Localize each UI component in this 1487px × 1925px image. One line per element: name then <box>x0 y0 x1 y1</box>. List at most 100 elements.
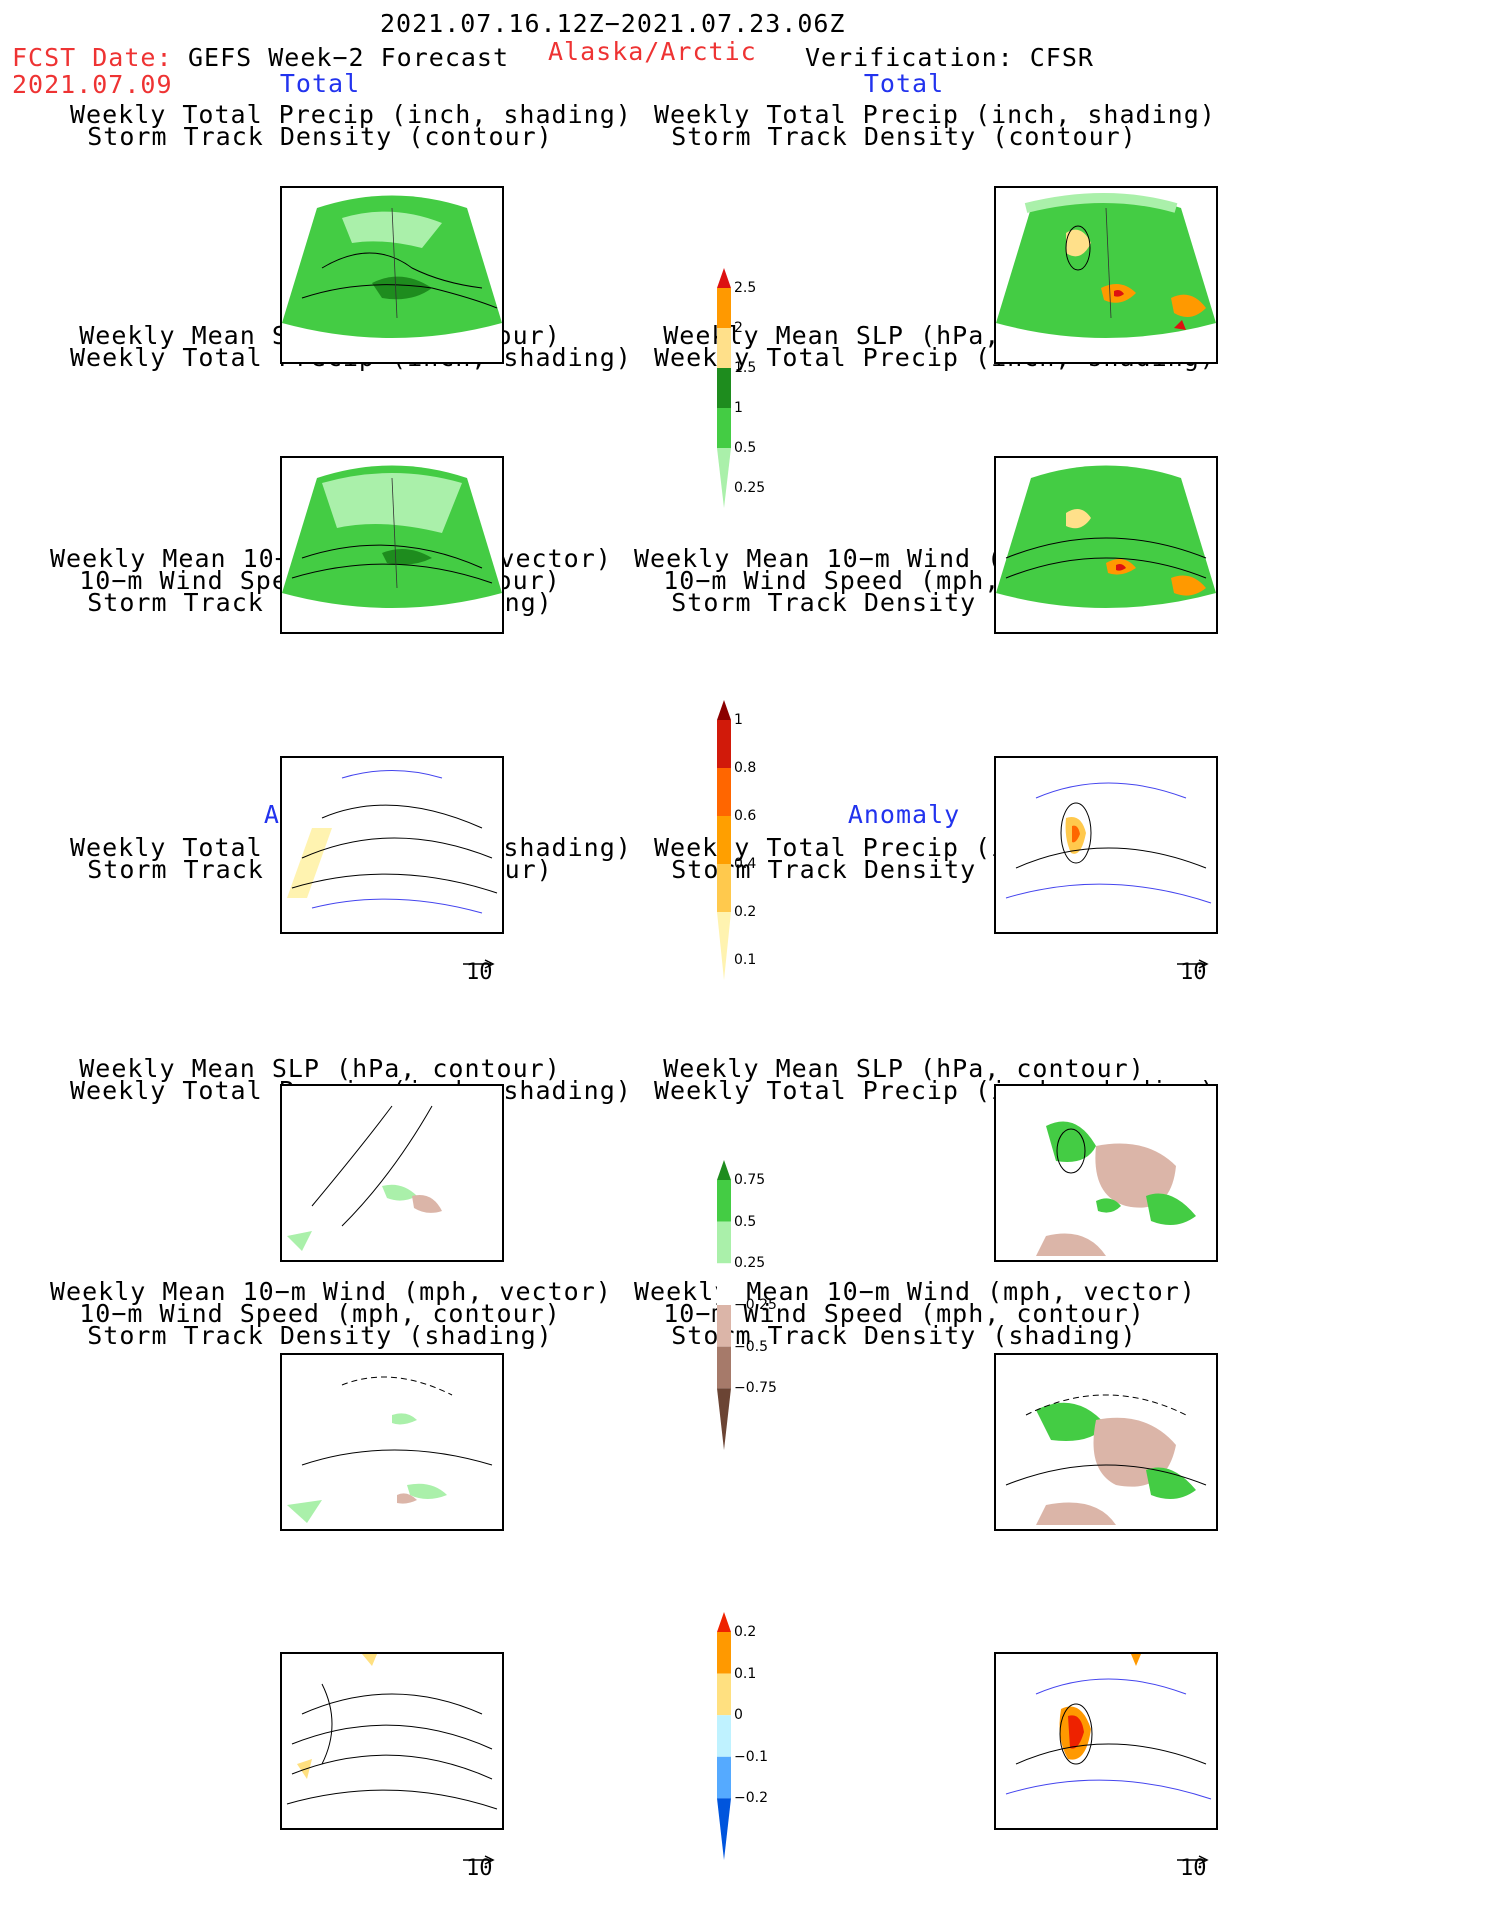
colorbar-tick-label: 0 <box>734 1707 743 1724</box>
arrow-right-icon <box>463 959 495 969</box>
colorbar-segment <box>717 448 731 508</box>
colorbar-segment <box>717 1715 731 1757</box>
map-anomaly-wind-track-verification <box>994 1652 1218 1830</box>
section-anomaly-right: Anomaly <box>847 800 961 829</box>
colorbar-tick-label: 2 <box>734 320 743 336</box>
title-l6-c: Storm Track Density (shading) <box>87 1321 553 1350</box>
title-l1-a: Weekly Total Precip (inch, shading) <box>70 100 632 129</box>
colorbar-tick-label: 0.2 <box>734 904 757 920</box>
colorbar-graphic <box>717 1160 731 1450</box>
colorbar-tick-label: −0.5 <box>734 1338 768 1355</box>
title-r1-a: Weekly Total Precip (inch, shading) <box>654 100 1216 129</box>
map-total-wind-track-verification <box>994 756 1218 934</box>
colorbar-tick-label: 0.8 <box>734 760 757 776</box>
map-graphic <box>1005 782 1212 904</box>
period-title: 2021.07.16.12Z−2021.07.23.06Z <box>380 9 846 38</box>
colorbar-segment <box>717 1612 731 1632</box>
vector-ref-label: 10 <box>466 1856 493 1881</box>
vector-ref-r2: 10 <box>1177 1846 1209 1881</box>
colorbar-tick-label: 0.25 <box>734 480 766 496</box>
colorbar-segment <box>717 1180 731 1222</box>
title-r6-a: Weekly Mean 10−m Wind (mph, vector) <box>634 1277 1196 1306</box>
vector-ref-label: 10 <box>1180 1856 1207 1881</box>
colorbar-segment <box>717 1756 731 1799</box>
arrow-right-icon <box>463 1855 495 1865</box>
colorbar-precip-anomaly: 0.75 0.5 0.25 −0.25 −0.5 −0.75 <box>716 1160 777 1450</box>
colorbar-tick-label: −0.2 <box>734 1790 768 1807</box>
map-anomaly-precip-track-forecast <box>280 1084 504 1262</box>
colorbar-segment <box>717 720 731 768</box>
colorbar-tick-label: 0.1 <box>734 1665 757 1682</box>
map-graphic <box>287 1376 493 1523</box>
map-anomaly-precip-track-verification <box>994 1084 1218 1262</box>
colorbar-segment <box>717 912 731 980</box>
colorbar-tick-label: −0.75 <box>734 1380 777 1397</box>
colorbar-graphic <box>717 1612 731 1860</box>
colorbar-segment <box>717 1632 731 1674</box>
map-graphic <box>287 770 498 914</box>
colorbar-segment <box>717 1221 731 1264</box>
title-l5-a: Weekly Mean SLP (hPa, contour) <box>79 1054 561 1083</box>
colorbar-segment <box>717 1388 731 1450</box>
title-r6-b: 10−m Wind Speed (mph, contour) <box>663 1299 1145 1328</box>
colorbar-segment <box>717 700 731 720</box>
section-total-right: Total <box>863 69 945 98</box>
model-title: GEFS Week−2 Forecast <box>188 43 510 72</box>
map-graphic <box>287 1105 442 1251</box>
colorbar-tick-label: −0.1 <box>734 1748 768 1765</box>
colorbar-segment <box>717 1305 731 1347</box>
map-total-precip-track-verification <box>994 186 1218 364</box>
colorbar-segment <box>717 864 731 912</box>
vector-ref-label: 10 <box>1180 960 1207 985</box>
colorbar-tick-label: 0.1 <box>734 952 757 968</box>
map-graphic <box>996 193 1216 338</box>
region-title: Alaska/Arctic <box>548 37 757 66</box>
colorbar-tick-label: 0.25 <box>734 1255 766 1272</box>
map-graphic <box>1036 1121 1196 1256</box>
arrow-right-icon <box>1177 959 1209 969</box>
colorbar-tick-label: 0.75 <box>734 1172 766 1188</box>
colorbar-track-anomaly: 0.2 0.1 0 −0.1 −0.2 <box>716 1612 776 1860</box>
map-anomaly-slp-precip-verification <box>994 1353 1218 1531</box>
colorbar-segment <box>717 1160 731 1180</box>
colorbar-tick-label: 0.4 <box>734 856 757 872</box>
map-graphic <box>1005 1654 1212 1800</box>
vector-ref-r1: 10 <box>1177 950 1209 985</box>
map-graphic <box>996 465 1216 608</box>
colorbar-graphic <box>717 700 731 980</box>
title-l1-b: Storm Track Density (contour) <box>87 122 553 151</box>
colorbar-tick-label: 1 <box>734 712 743 728</box>
colorbar-track-total: 1 0.8 0.6 0.4 0.2 0.1 <box>716 700 776 980</box>
vector-ref-l2: 10 <box>463 1846 495 1881</box>
map-graphic <box>286 1654 498 1810</box>
colorbar-tick-label: 0.6 <box>734 808 757 824</box>
colorbar-graphic <box>717 268 731 508</box>
colorbar-tick-label: 2.5 <box>734 280 757 296</box>
map-total-slp-precip-verification <box>994 456 1218 634</box>
colorbar-segment <box>717 816 731 864</box>
map-graphic <box>282 195 502 338</box>
map-total-slp-precip-forecast <box>280 456 504 634</box>
colorbar-segment <box>717 268 731 288</box>
colorbar-segment <box>717 288 731 328</box>
vector-ref-l1: 10 <box>463 950 495 985</box>
colorbar-tick-label: 1 <box>734 400 743 416</box>
section-total-left: Total <box>279 69 361 98</box>
colorbar-segment <box>717 768 731 816</box>
fcst-date-value: 2021.07.09 <box>12 70 173 99</box>
colorbar-segment <box>717 328 731 368</box>
colorbar-tick-label: −0.25 <box>734 1297 777 1313</box>
colorbar-segment <box>717 1673 731 1716</box>
title-l6-a: Weekly Mean 10−m Wind (mph, vector) <box>50 1277 612 1306</box>
colorbar-segment <box>717 1263 731 1305</box>
colorbar-segment <box>717 408 731 448</box>
map-graphic <box>1005 1394 1207 1525</box>
colorbar-precip-total: 2.5 2 1.5 1 0.5 0.25 <box>716 268 776 508</box>
map-graphic <box>282 465 502 608</box>
title-r6-c: Storm Track Density (shading) <box>671 1321 1137 1350</box>
title-l6-b: 10−m Wind Speed (mph, contour) <box>79 1299 561 1328</box>
map-anomaly-wind-track-forecast <box>280 1652 504 1830</box>
colorbar-tick-label: 1.5 <box>734 360 757 376</box>
colorbar-segment <box>717 368 731 408</box>
colorbar-tick-label: 0.2 <box>734 1624 757 1640</box>
